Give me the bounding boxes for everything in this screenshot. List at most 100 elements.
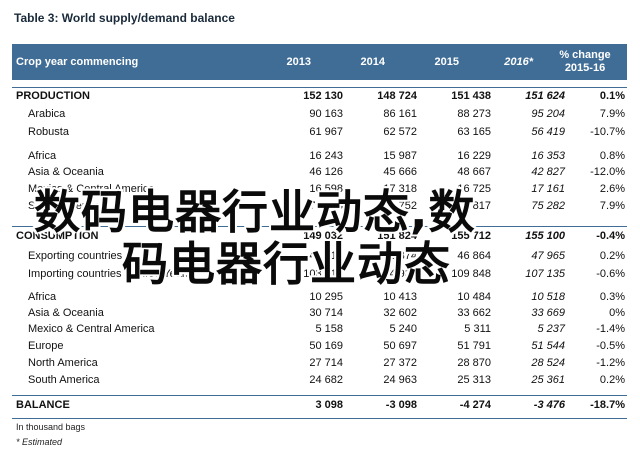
divider bbox=[12, 395, 627, 396]
header-year: 2016* bbox=[504, 56, 533, 68]
value-cell: 50 169 bbox=[309, 340, 343, 352]
row-label: Africa bbox=[28, 291, 57, 303]
value-cell: 5 158 bbox=[315, 323, 343, 335]
watermark-line2: 码电器行业动态 bbox=[122, 237, 451, 291]
value-cell: 10 413 bbox=[383, 291, 417, 303]
table-row: Mexico & Central America 5 158 5 240 5 311 5… bbox=[12, 321, 627, 337]
value-cell: 63 165 bbox=[457, 126, 491, 138]
value-cell: 24 963 bbox=[383, 374, 417, 386]
value-cell: 51 791 bbox=[457, 340, 491, 352]
value-cell: 73 163 bbox=[309, 200, 343, 212]
row-label: Robusta bbox=[28, 126, 69, 138]
pct-change-cell: -0.4% bbox=[596, 230, 625, 242]
header-label: Crop year commencing bbox=[16, 56, 139, 68]
value-cell: 155 712 bbox=[451, 230, 491, 242]
table-row: Africa 16 243 15 987 16 229 16 353 0.8% bbox=[12, 148, 627, 164]
row-label: PRODUCTION bbox=[16, 90, 90, 102]
row-label: CONSUMPTION bbox=[16, 230, 99, 242]
row-label: Mexico & Central America bbox=[28, 323, 155, 335]
pct-change-cell: -18.7% bbox=[590, 399, 625, 411]
row-label: Importing countries (Coffee Years) bbox=[28, 268, 195, 280]
value-cell: 5 237 bbox=[537, 323, 565, 335]
value-cell: 15 987 bbox=[383, 150, 417, 162]
value-cell: 17 161 bbox=[531, 183, 565, 195]
pct-change-cell: 2.6% bbox=[599, 183, 625, 195]
table-row: CONSUMPTION 149 032 151 824 155 712 155 100 -… bbox=[12, 228, 627, 244]
header-year: 2013 bbox=[286, 56, 311, 68]
value-cell: 28 870 bbox=[457, 357, 491, 369]
header-year: 2015 bbox=[434, 56, 459, 68]
pct-change-cell: 7.9% bbox=[599, 108, 625, 120]
pct-change-cell: 0.3% bbox=[599, 291, 625, 303]
value-cell: 16 243 bbox=[309, 150, 343, 162]
row-label: Exporting countries bbox=[28, 250, 123, 262]
watermark-line1: 数码电器行业动态,数 bbox=[34, 185, 476, 239]
row-label: Arabica bbox=[28, 108, 66, 120]
value-cell: -3 476 bbox=[533, 399, 565, 411]
pct-change-cell: 0.2% bbox=[599, 250, 625, 262]
value-cell: 32 602 bbox=[383, 307, 417, 319]
row-label: Mexico & Central America bbox=[28, 183, 155, 195]
value-cell: 10 295 bbox=[309, 291, 343, 303]
value-cell: 30 714 bbox=[309, 307, 343, 319]
pct-change-cell: 0.8% bbox=[599, 150, 625, 162]
header-pct-change: % change 2015-16 bbox=[545, 44, 625, 80]
value-cell: 48 667 bbox=[457, 166, 491, 178]
estimated-note: * Estimated bbox=[16, 437, 63, 447]
table-row: Europe 50 169 50 697 51 791 51 544 -0.5% bbox=[12, 338, 627, 354]
pct-change-cell: -1.2% bbox=[596, 357, 625, 369]
header-pct-line1: % change bbox=[559, 49, 611, 61]
table-row: Importing countries (Coffee Years) 103 51… bbox=[12, 266, 627, 282]
value-cell: 50 697 bbox=[383, 340, 417, 352]
value-cell: 25 313 bbox=[457, 374, 491, 386]
table-row: North America 27 714 27 372 28 870 28 524 -1.… bbox=[12, 355, 627, 371]
value-cell: 47 965 bbox=[531, 250, 565, 262]
value-cell: 95 204 bbox=[531, 108, 565, 120]
table-row: Exporting countries 46 019 46 874 46 864 47 … bbox=[12, 248, 627, 264]
value-cell: 151 624 bbox=[525, 90, 565, 102]
value-cell: -3 098 bbox=[385, 399, 417, 411]
table-row: Asia & Oceania 46 126 45 666 48 667 42 827 -1… bbox=[12, 164, 627, 180]
value-cell: 155 100 bbox=[525, 230, 565, 242]
value-cell: 24 682 bbox=[309, 374, 343, 386]
row-label: Asia & Oceania bbox=[28, 307, 104, 319]
pct-change-cell: -0.6% bbox=[596, 268, 625, 280]
value-cell: 42 827 bbox=[531, 166, 565, 178]
pct-change-cell: -1.4% bbox=[596, 323, 625, 335]
pct-change-cell: -10.7% bbox=[590, 126, 625, 138]
row-label: North America bbox=[28, 357, 98, 369]
value-cell: 149 032 bbox=[303, 230, 343, 242]
value-cell: 33 662 bbox=[457, 307, 491, 319]
row-label: South America bbox=[28, 200, 100, 212]
table-row: PRODUCTION 152 130 148 724 151 438 151 624 0.… bbox=[12, 88, 627, 104]
value-cell: 86 161 bbox=[383, 108, 417, 120]
row-label: Europe bbox=[28, 340, 64, 352]
value-cell: 151 438 bbox=[451, 90, 491, 102]
value-cell: 46 864 bbox=[457, 250, 491, 262]
row-label: Africa bbox=[28, 150, 57, 162]
value-cell: 62 572 bbox=[383, 126, 417, 138]
pct-change-cell: -12.0% bbox=[590, 166, 625, 178]
value-cell: -4 274 bbox=[459, 399, 491, 411]
divider bbox=[12, 226, 627, 227]
value-cell: 61 967 bbox=[309, 126, 343, 138]
header-pct-line2: 2015-16 bbox=[564, 62, 606, 74]
value-cell: 75 282 bbox=[531, 200, 565, 212]
pct-change-cell: 0% bbox=[609, 307, 625, 319]
value-cell: 16 229 bbox=[457, 150, 491, 162]
value-cell: 103 513 bbox=[303, 268, 343, 280]
table-row: South America 73 163 69 752 69 817 75 282 7.9… bbox=[12, 198, 627, 214]
value-cell: 148 724 bbox=[377, 90, 417, 102]
value-cell: 16 353 bbox=[531, 150, 565, 162]
value-cell: 46 019 bbox=[309, 250, 343, 262]
value-cell: 46 126 bbox=[309, 166, 343, 178]
value-cell: 107 135 bbox=[525, 268, 565, 280]
value-cell: 56 419 bbox=[531, 126, 565, 138]
value-cell: 25 361 bbox=[531, 374, 565, 386]
table-row: BALANCE 3 098 -3 098 -4 274 -3 476 -18.7% bbox=[12, 397, 627, 413]
row-label: Asia & Oceania bbox=[28, 166, 104, 178]
value-cell: 27 372 bbox=[383, 357, 417, 369]
table-row: Arabica 90 163 86 161 88 273 95 204 7.9% bbox=[12, 106, 627, 122]
pct-change-cell: 0.2% bbox=[599, 374, 625, 386]
table-header: Crop year commencing 2013 2014 2015 2016… bbox=[12, 44, 627, 80]
